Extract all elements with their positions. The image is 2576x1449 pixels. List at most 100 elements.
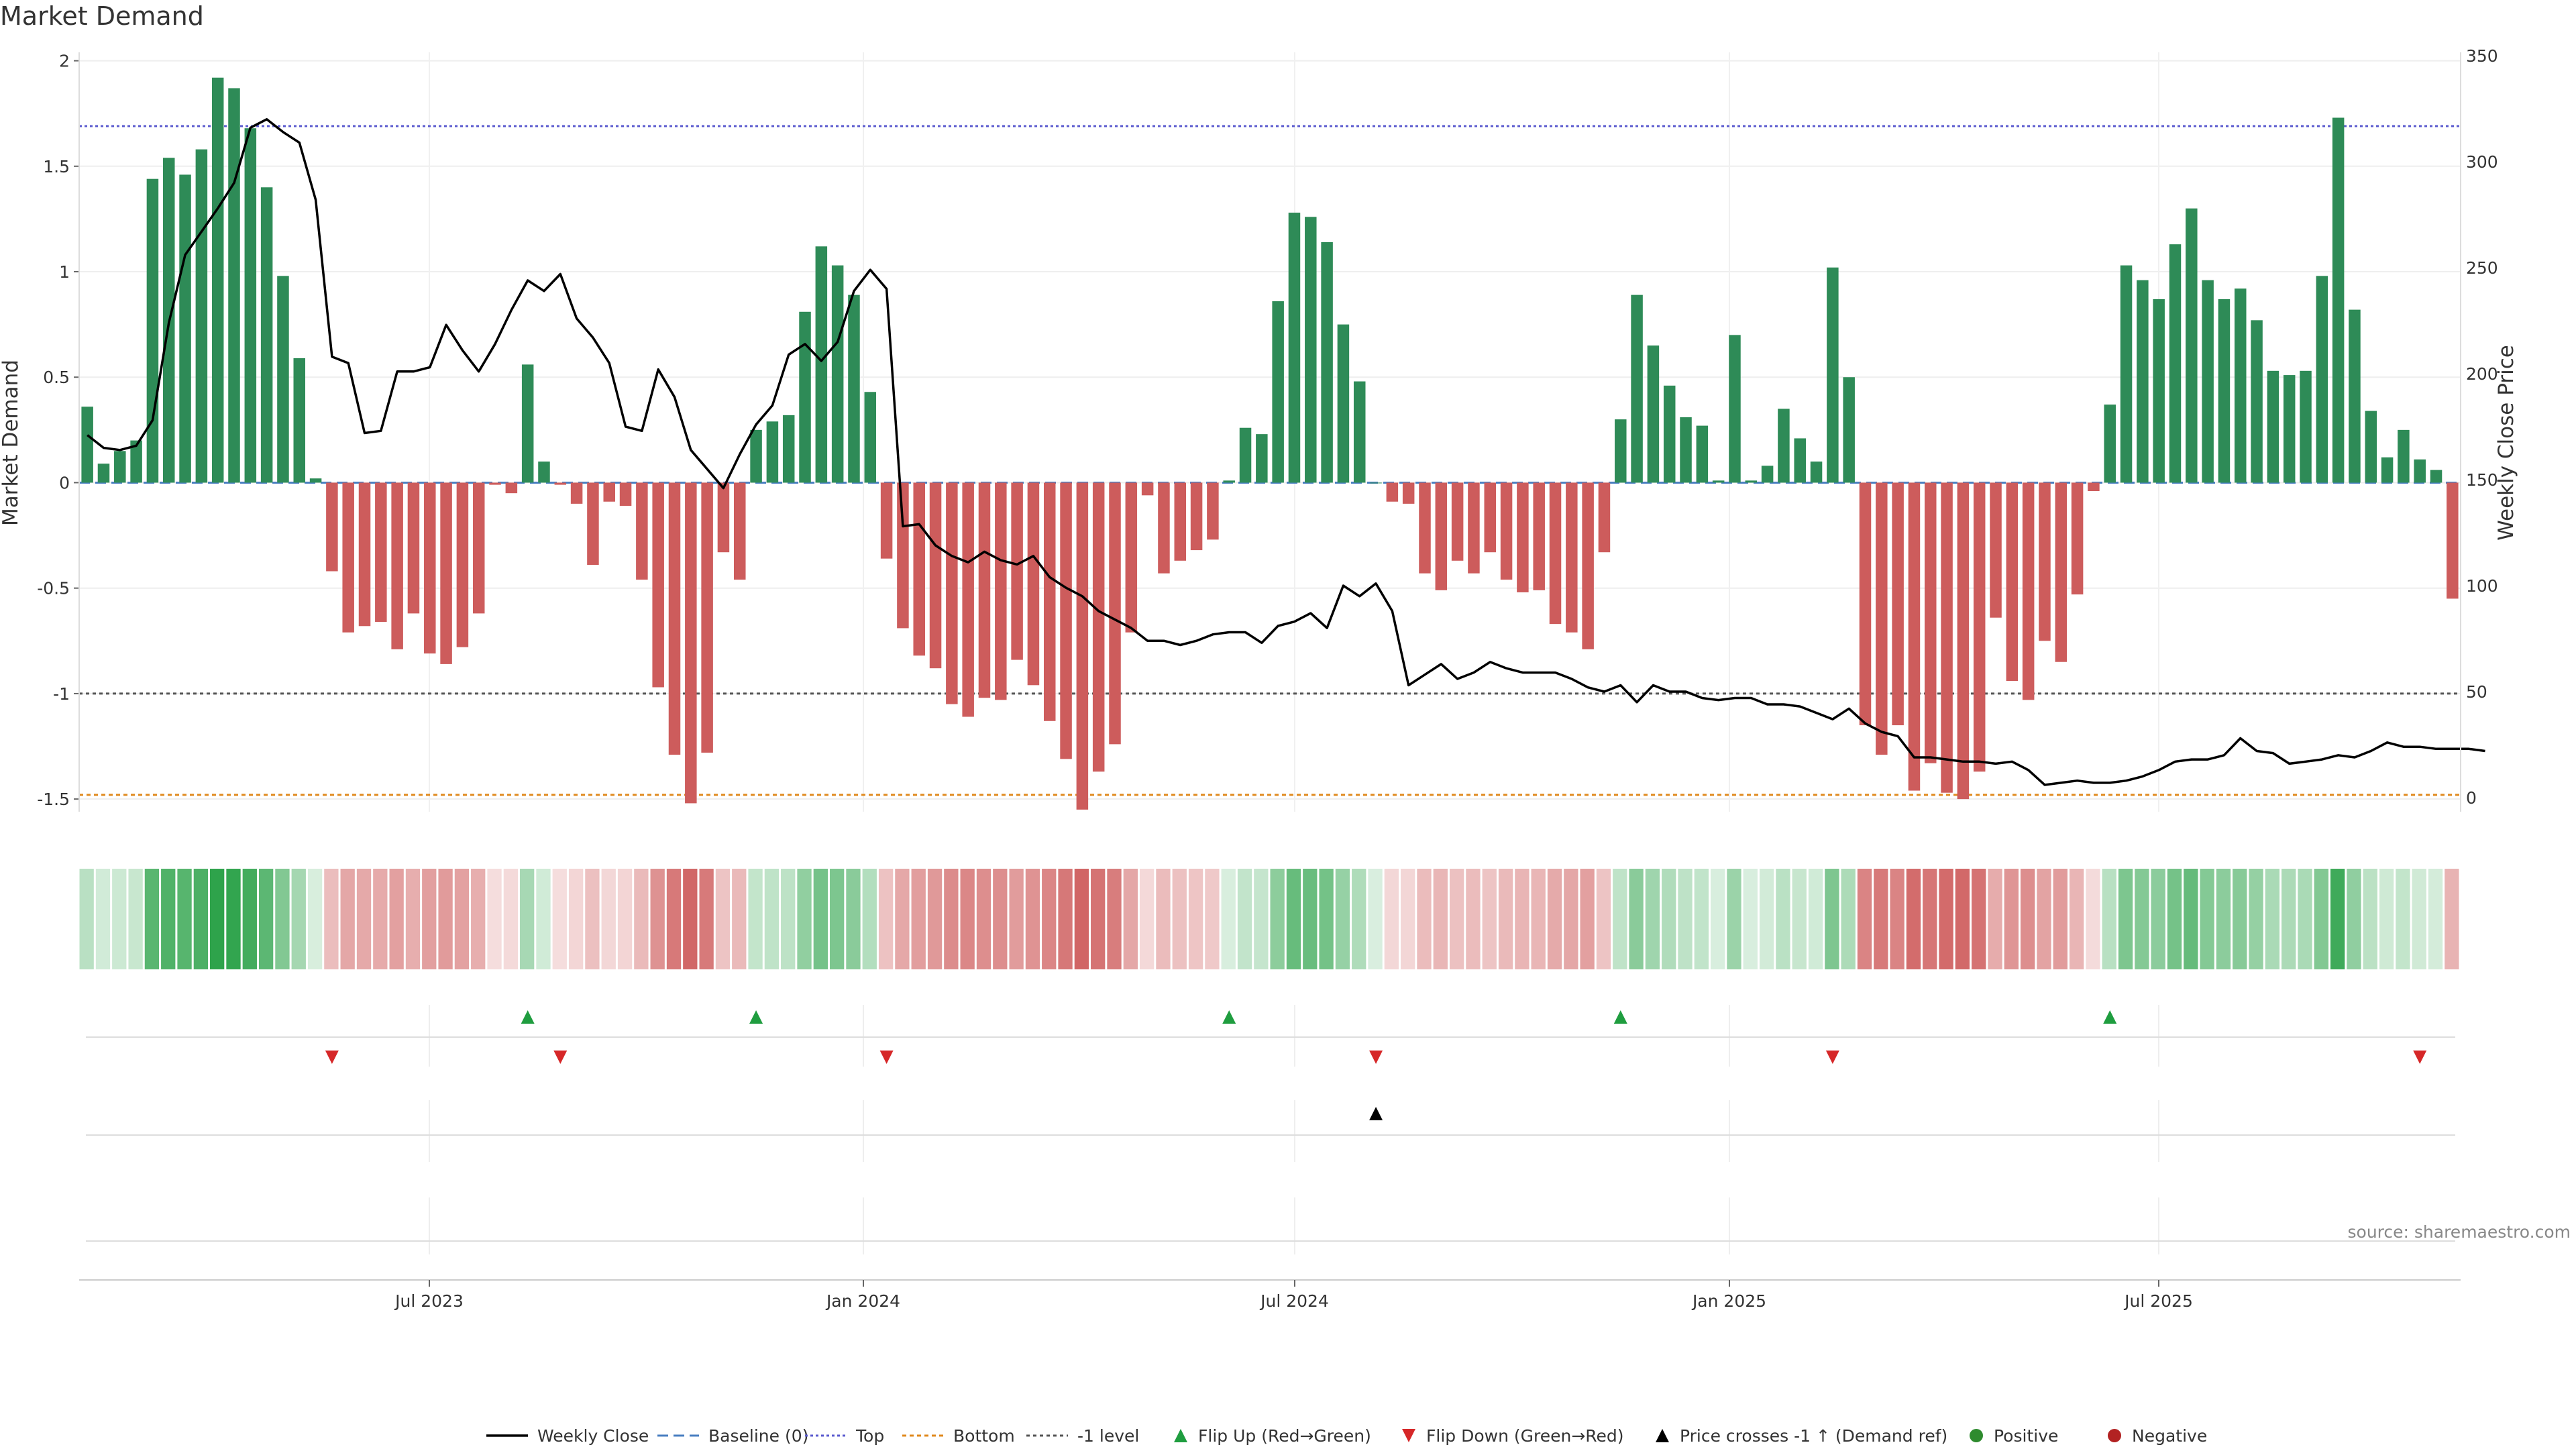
- demand-bar: [2414, 459, 2426, 483]
- demand-bar: [913, 482, 925, 656]
- demand-bars: [81, 77, 2459, 810]
- heat-cell: [1596, 869, 1611, 969]
- heat-cell: [471, 869, 486, 969]
- demand-bar: [946, 482, 958, 704]
- heat-cell: [422, 869, 437, 969]
- demand-bar: [1256, 434, 1268, 483]
- demand-bar: [1712, 480, 1725, 483]
- demand-bar: [1745, 480, 1758, 483]
- signal-panels: [86, 1010, 2455, 1242]
- heat-cell: [1417, 869, 1432, 969]
- heat-cell: [1074, 869, 1089, 969]
- demand-bar: [2332, 117, 2345, 483]
- demand-bar: [619, 482, 632, 506]
- legend-swatch: [1174, 1429, 1187, 1442]
- heat-cell: [2037, 869, 2051, 969]
- demand-bar: [1973, 482, 1986, 772]
- demand-bar: [2153, 299, 2165, 483]
- heat-cell: [454, 869, 470, 969]
- heat-cell: [536, 869, 551, 969]
- heat-cell: [2102, 869, 2116, 969]
- heat-cell: [1319, 869, 1334, 969]
- demand-bar: [929, 482, 942, 669]
- heat-cell: [2298, 869, 2312, 969]
- heat-cell: [878, 869, 894, 969]
- heat-cell: [601, 869, 616, 969]
- y-left-tick-label: 0.5: [43, 368, 70, 387]
- demand-bar: [1663, 385, 1676, 483]
- heat-cell: [1286, 869, 1301, 969]
- legend-label: Top: [855, 1426, 884, 1446]
- heat-cell: [1792, 869, 1807, 969]
- demand-bar: [1288, 212, 1301, 483]
- heat-cell: [911, 869, 926, 969]
- demand-bar: [1566, 482, 1578, 633]
- demand-bar: [554, 482, 567, 485]
- heat-cell: [2020, 869, 2035, 969]
- heat-cell: [1759, 869, 1774, 969]
- y-right-tick-label: 200: [2466, 364, 2498, 384]
- heat-cell: [389, 869, 404, 969]
- demand-bar: [538, 462, 550, 483]
- demand-bar: [2283, 375, 2296, 483]
- x-tick-label: Jul 2024: [1259, 1291, 1329, 1311]
- legend-label: Flip Down (Green→Red): [1426, 1426, 1624, 1446]
- demand-bar: [2202, 280, 2214, 483]
- heat-cell: [1825, 869, 1839, 969]
- demand-bar: [228, 88, 240, 483]
- demand-bar: [815, 246, 828, 483]
- heat-cell: [813, 869, 828, 969]
- demand-bar: [1517, 482, 1529, 592]
- demand-bar: [1207, 482, 1219, 540]
- heat-cell: [1401, 869, 1415, 969]
- heat-cell: [1515, 869, 1529, 969]
- legend-label: Flip Up (Red→Green): [1198, 1426, 1371, 1446]
- y-right-tick-label: 150: [2466, 470, 2498, 490]
- demand-bar: [1272, 301, 1284, 483]
- heat-cell: [1662, 869, 1676, 969]
- heat-cell: [2200, 869, 2214, 969]
- demand-bar: [1598, 482, 1611, 553]
- flip-up-marker: [521, 1010, 535, 1024]
- y-right-tick-label: 0: [2466, 788, 2477, 808]
- price-cross-marker: [1369, 1107, 1383, 1120]
- heat-cell: [1874, 869, 1888, 969]
- heat-cell: [1906, 869, 1921, 969]
- heat-cell: [275, 869, 290, 969]
- demand-bar: [1011, 482, 1023, 660]
- demand-bar: [244, 128, 257, 483]
- heat-cell: [895, 869, 910, 969]
- y-axis-right-label: Weekly Close Price: [2494, 345, 2518, 541]
- weekly-close-line: [87, 118, 2485, 786]
- heat-cell: [112, 869, 127, 969]
- heat-cell: [2184, 869, 2198, 969]
- legend: Weekly Close Baseline (0) Top Bottom -1 leve…: [486, 1426, 2207, 1446]
- heat-cell: [960, 869, 975, 969]
- demand-bar: [1484, 482, 1497, 553]
- heat-cell: [699, 869, 714, 969]
- demand-bar: [962, 482, 974, 717]
- heat-cell: [1808, 869, 1823, 969]
- demand-bar: [375, 482, 387, 622]
- heat-cell: [993, 869, 1008, 969]
- heat-cell: [2363, 869, 2377, 969]
- heat-cell: [1139, 869, 1155, 969]
- heat-cell: [2428, 869, 2443, 969]
- demand-bar: [1990, 482, 2002, 618]
- source-note: source: sharemaestro.com: [2347, 1222, 2571, 1242]
- heat-cell: [862, 869, 877, 969]
- demand-bar: [1549, 482, 1562, 625]
- heat-cell: [1923, 869, 1937, 969]
- heat-cell: [1335, 869, 1350, 969]
- demand-bar: [1386, 482, 1399, 502]
- heat-cell: [2004, 869, 2019, 969]
- demand-bar: [81, 407, 93, 483]
- heat-cell: [1498, 869, 1513, 969]
- heat-cell: [2379, 869, 2394, 969]
- demand-bar: [2186, 208, 2198, 483]
- demand-bar: [211, 77, 224, 483]
- heat-cell: [2249, 869, 2263, 969]
- heat-cell: [1678, 869, 1693, 969]
- demand-bar: [848, 294, 860, 483]
